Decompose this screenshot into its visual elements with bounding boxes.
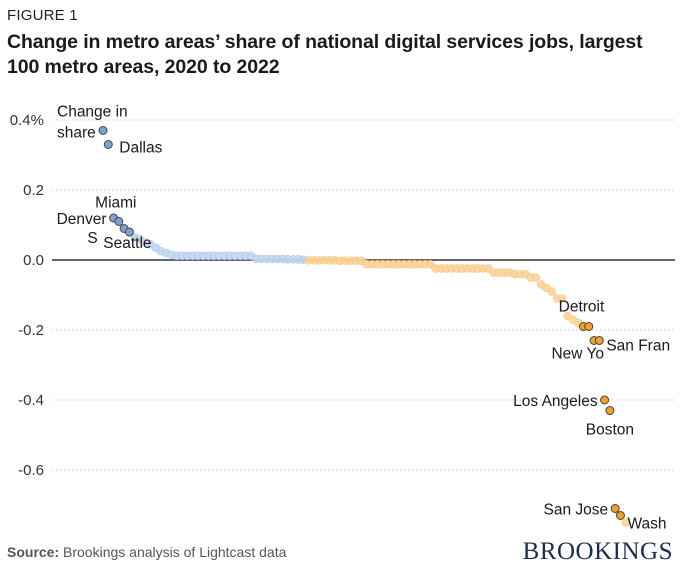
annotation-detroit: Detroit bbox=[559, 299, 605, 316]
chart-title: Change in metro areas’ share of national… bbox=[7, 31, 643, 78]
annotation-dallas: Dallas bbox=[119, 140, 162, 157]
point-san-francisco bbox=[594, 336, 604, 345]
y-tick-label: 0.4% bbox=[10, 112, 44, 129]
data-point bbox=[558, 294, 567, 303]
point-miami bbox=[114, 217, 124, 226]
annotation-seattle: Seattle bbox=[103, 235, 151, 252]
y-tick-label: -0.2 bbox=[18, 322, 44, 339]
point-austin bbox=[98, 126, 108, 135]
y-tick-label: 0.2 bbox=[23, 182, 44, 199]
y-tick-label: -0.6 bbox=[18, 462, 44, 479]
annotation-change-in: Change in bbox=[57, 104, 128, 121]
annotation-wash: Wash bbox=[627, 516, 666, 533]
gridlines bbox=[52, 119, 675, 471]
point-boston bbox=[605, 406, 615, 415]
point-washington bbox=[615, 511, 625, 520]
annotation-san-jose: San Jose bbox=[544, 502, 609, 519]
source-note: Source: Brookings analysis of Lightcast … bbox=[7, 544, 286, 560]
annotation-denver: Denver bbox=[57, 211, 107, 228]
annotation-miami: Miami bbox=[95, 195, 136, 212]
y-tick-label: 0.0 bbox=[23, 252, 44, 269]
y-tick-label: -0.4 bbox=[18, 392, 44, 409]
data-point bbox=[547, 287, 557, 296]
annotation-boston: Boston bbox=[586, 422, 634, 439]
point-seattle bbox=[124, 227, 134, 237]
annotation-los-angeles: Los Angeles bbox=[513, 393, 598, 410]
data-point bbox=[531, 273, 541, 282]
brookings-logo: BROOKINGS bbox=[522, 538, 673, 565]
source-text: Brookings analysis of Lightcast data bbox=[59, 544, 287, 560]
point-los-angeles bbox=[600, 395, 610, 405]
point-san-jose bbox=[610, 504, 620, 513]
data-point bbox=[621, 518, 631, 527]
figure-label: FIGURE 1 bbox=[7, 7, 78, 24]
annotation-new-yo: New Yo bbox=[551, 346, 604, 363]
data-point bbox=[584, 322, 594, 331]
y-axis-ticks: 0.4% 0.2 0.0 -0.2 -0.4 -0.6 bbox=[10, 112, 44, 479]
data-points bbox=[98, 126, 631, 527]
annotation-san-fran: San Fran bbox=[606, 338, 670, 355]
source-prefix: Source: bbox=[7, 544, 60, 560]
annotation-s: S bbox=[87, 230, 97, 247]
annotation-share: share bbox=[57, 125, 96, 142]
point-dallas bbox=[103, 140, 113, 149]
